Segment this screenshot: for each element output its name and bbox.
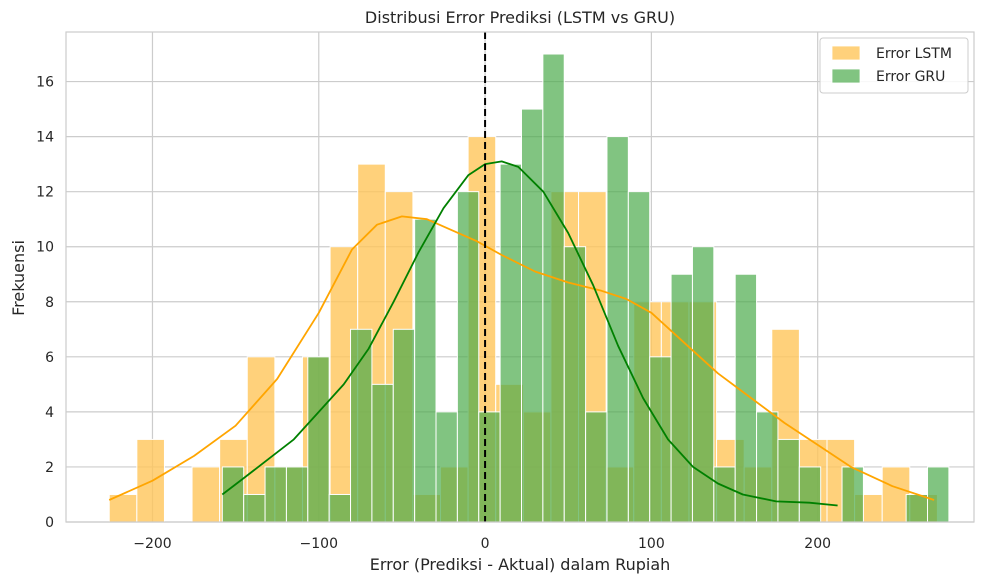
y-tick-label: 10 xyxy=(36,240,54,256)
gru-bar xyxy=(243,493,266,523)
x-axis-label: Error (Prediksi - Aktual) dalam Rupiah xyxy=(370,555,671,574)
gru-bar xyxy=(435,411,458,523)
gru-bar xyxy=(563,246,587,523)
chart-title: Distribusi Error Prediksi (LSTM vs GRU) xyxy=(365,8,675,27)
legend-swatch-gru xyxy=(831,68,861,84)
gru-bar xyxy=(777,438,800,523)
y-tick-label: 16 xyxy=(36,75,54,91)
legend-label-gru: Error GRU xyxy=(876,69,945,85)
y-axis-label: Frekuensi xyxy=(9,240,28,316)
gru-bar xyxy=(798,466,822,523)
lstm-bar xyxy=(191,466,221,523)
x-tick-label: 0 xyxy=(481,536,490,552)
x-tick-label: 200 xyxy=(804,536,831,552)
gru-bar xyxy=(606,136,629,523)
gru-bars xyxy=(221,53,950,523)
legend-swatch-lstm xyxy=(831,45,861,61)
y-tick-label: 0 xyxy=(45,515,54,531)
y-tick-label: 2 xyxy=(45,460,54,476)
y-tick-label: 4 xyxy=(45,405,54,421)
gru-bar xyxy=(841,466,864,523)
x-tick-label: 100 xyxy=(638,536,665,552)
gru-bar xyxy=(520,108,544,523)
gru-bar xyxy=(414,218,437,523)
gru-bar xyxy=(264,466,287,523)
gru-bar xyxy=(670,273,693,523)
gru-bar xyxy=(221,466,245,523)
gru-bar xyxy=(542,53,565,523)
x-tick-label: −100 xyxy=(300,536,338,552)
gru-bar xyxy=(499,163,522,523)
gru-bar xyxy=(478,411,501,523)
legend-label-lstm: Error LSTM xyxy=(876,46,952,62)
y-tick-label: 12 xyxy=(36,185,54,201)
x-tick-labels: −200 −100 0 100 200 xyxy=(133,536,831,552)
gru-bar xyxy=(627,191,651,523)
plot-frame xyxy=(65,31,975,523)
legend: Error LSTM Error GRU xyxy=(819,37,969,94)
kde-curves xyxy=(108,160,935,507)
y-tick-labels: 0 2 4 6 8 10 12 14 16 xyxy=(36,75,54,531)
gru-bar xyxy=(691,246,715,523)
gru-bar xyxy=(927,466,950,523)
gru-kde-line xyxy=(221,160,838,507)
gru-bar xyxy=(307,356,330,523)
gru-bar xyxy=(328,493,352,523)
lstm-kde-line xyxy=(108,215,935,501)
gru-bar xyxy=(392,328,416,523)
y-tick-label: 14 xyxy=(36,130,54,146)
y-tick-label: 6 xyxy=(45,350,54,366)
gru-bar xyxy=(285,466,309,523)
gru-bar xyxy=(905,493,929,523)
gru-bar xyxy=(713,466,736,523)
gru-bar xyxy=(756,411,779,523)
x-tick-label: −200 xyxy=(133,536,171,552)
gru-bar xyxy=(585,411,608,523)
gru-bar xyxy=(371,383,394,523)
y-tick-label: 8 xyxy=(45,295,54,311)
gru-bar xyxy=(734,273,758,523)
